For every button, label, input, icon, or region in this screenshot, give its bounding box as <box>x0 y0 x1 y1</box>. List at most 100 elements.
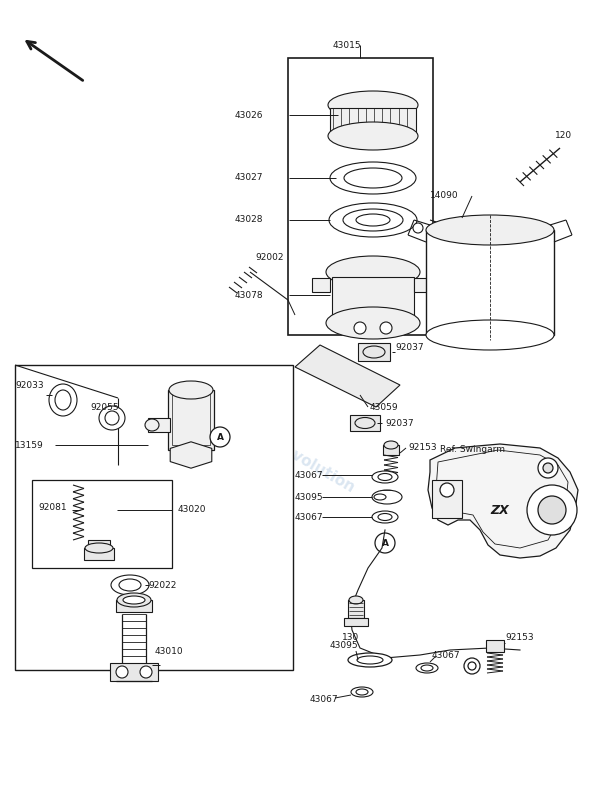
Bar <box>383 445 399 455</box>
Polygon shape <box>295 345 400 407</box>
Text: 92153: 92153 <box>408 443 436 452</box>
Bar <box>32 480 172 568</box>
Text: PartsRevolution: PartsRevolution <box>231 415 358 496</box>
Bar <box>84 548 114 560</box>
Ellipse shape <box>426 320 554 350</box>
Ellipse shape <box>374 494 386 500</box>
Ellipse shape <box>326 307 420 339</box>
Bar <box>344 618 368 626</box>
Text: 43026: 43026 <box>235 110 263 120</box>
Bar <box>15 365 293 670</box>
Text: 92022: 92022 <box>148 581 176 590</box>
Ellipse shape <box>328 122 418 150</box>
Text: 92081: 92081 <box>38 503 67 511</box>
Circle shape <box>380 322 392 334</box>
Ellipse shape <box>123 596 145 604</box>
Text: 92153: 92153 <box>505 634 534 642</box>
Ellipse shape <box>329 203 417 237</box>
Text: 43067: 43067 <box>295 471 323 479</box>
Ellipse shape <box>357 656 383 664</box>
Text: 43028: 43028 <box>235 216 263 225</box>
Text: 92002: 92002 <box>255 253 283 263</box>
Text: 43067: 43067 <box>295 512 323 522</box>
Circle shape <box>140 666 152 678</box>
Ellipse shape <box>49 384 77 416</box>
Circle shape <box>440 483 454 497</box>
Text: 120: 120 <box>555 130 572 140</box>
Text: A: A <box>382 539 389 547</box>
Circle shape <box>413 223 423 233</box>
Ellipse shape <box>378 474 392 480</box>
Ellipse shape <box>119 579 141 591</box>
Text: 43059: 43059 <box>370 403 399 411</box>
Ellipse shape <box>372 471 398 483</box>
Circle shape <box>543 463 553 473</box>
Ellipse shape <box>99 406 125 430</box>
Circle shape <box>538 496 566 524</box>
Bar <box>330 108 416 136</box>
Circle shape <box>375 533 395 553</box>
Bar <box>358 343 390 361</box>
Ellipse shape <box>372 490 402 504</box>
Circle shape <box>354 322 366 334</box>
Text: 43020: 43020 <box>178 506 207 515</box>
Text: 43027: 43027 <box>235 173 263 182</box>
Bar <box>486 640 504 652</box>
Bar <box>432 480 462 518</box>
Polygon shape <box>170 442 212 468</box>
Text: 43067: 43067 <box>432 651 461 661</box>
Text: ZX: ZX <box>491 503 509 516</box>
Bar <box>172 393 210 445</box>
Ellipse shape <box>105 411 119 425</box>
Text: 43095: 43095 <box>295 492 323 502</box>
Text: A: A <box>217 432 223 442</box>
Text: 43067: 43067 <box>310 695 339 705</box>
Ellipse shape <box>426 215 554 245</box>
Text: 13159: 13159 <box>15 440 44 450</box>
Text: 92033: 92033 <box>15 380 44 389</box>
Ellipse shape <box>328 91 418 119</box>
Bar <box>312 278 330 292</box>
Bar <box>350 415 380 431</box>
Text: 14090: 14090 <box>430 192 459 201</box>
Ellipse shape <box>355 418 375 428</box>
Bar <box>110 663 158 681</box>
Text: Ref. Swingarm: Ref. Swingarm <box>440 446 505 455</box>
Text: 43015: 43015 <box>333 41 362 50</box>
Polygon shape <box>428 444 578 558</box>
Circle shape <box>210 427 230 447</box>
Text: 43078: 43078 <box>235 291 264 300</box>
Bar <box>288 58 433 335</box>
Ellipse shape <box>169 381 213 399</box>
Bar <box>148 418 170 432</box>
Ellipse shape <box>349 596 363 604</box>
Circle shape <box>468 662 476 670</box>
Ellipse shape <box>356 689 368 695</box>
Circle shape <box>527 485 577 535</box>
Bar <box>414 278 432 292</box>
Ellipse shape <box>416 663 438 673</box>
Circle shape <box>464 658 480 674</box>
Ellipse shape <box>378 514 392 520</box>
Bar <box>332 277 414 323</box>
Bar <box>426 230 554 335</box>
Ellipse shape <box>326 256 420 288</box>
Ellipse shape <box>117 593 151 607</box>
Text: 92055: 92055 <box>90 403 118 412</box>
Text: 92037: 92037 <box>385 419 413 427</box>
Ellipse shape <box>348 653 392 667</box>
Ellipse shape <box>384 441 398 449</box>
Ellipse shape <box>351 687 373 697</box>
Ellipse shape <box>145 419 159 431</box>
Ellipse shape <box>343 209 403 231</box>
Ellipse shape <box>372 511 398 523</box>
Ellipse shape <box>55 390 71 410</box>
Text: 43095: 43095 <box>330 641 359 650</box>
Ellipse shape <box>344 168 402 188</box>
Circle shape <box>538 458 558 478</box>
Ellipse shape <box>330 162 416 194</box>
Polygon shape <box>436 450 568 548</box>
Bar <box>88 540 110 548</box>
Circle shape <box>116 666 128 678</box>
Ellipse shape <box>363 346 385 358</box>
